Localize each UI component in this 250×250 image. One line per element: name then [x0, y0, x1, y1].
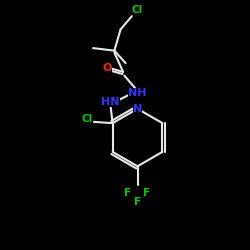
- Text: NH: NH: [128, 88, 146, 98]
- Text: F: F: [144, 188, 150, 198]
- Text: F: F: [134, 197, 141, 207]
- Text: O: O: [102, 63, 112, 73]
- Text: HN: HN: [101, 97, 120, 107]
- Text: Cl: Cl: [82, 114, 93, 124]
- Text: F: F: [124, 188, 132, 198]
- Text: N: N: [133, 104, 142, 114]
- Text: Cl: Cl: [131, 5, 142, 15]
